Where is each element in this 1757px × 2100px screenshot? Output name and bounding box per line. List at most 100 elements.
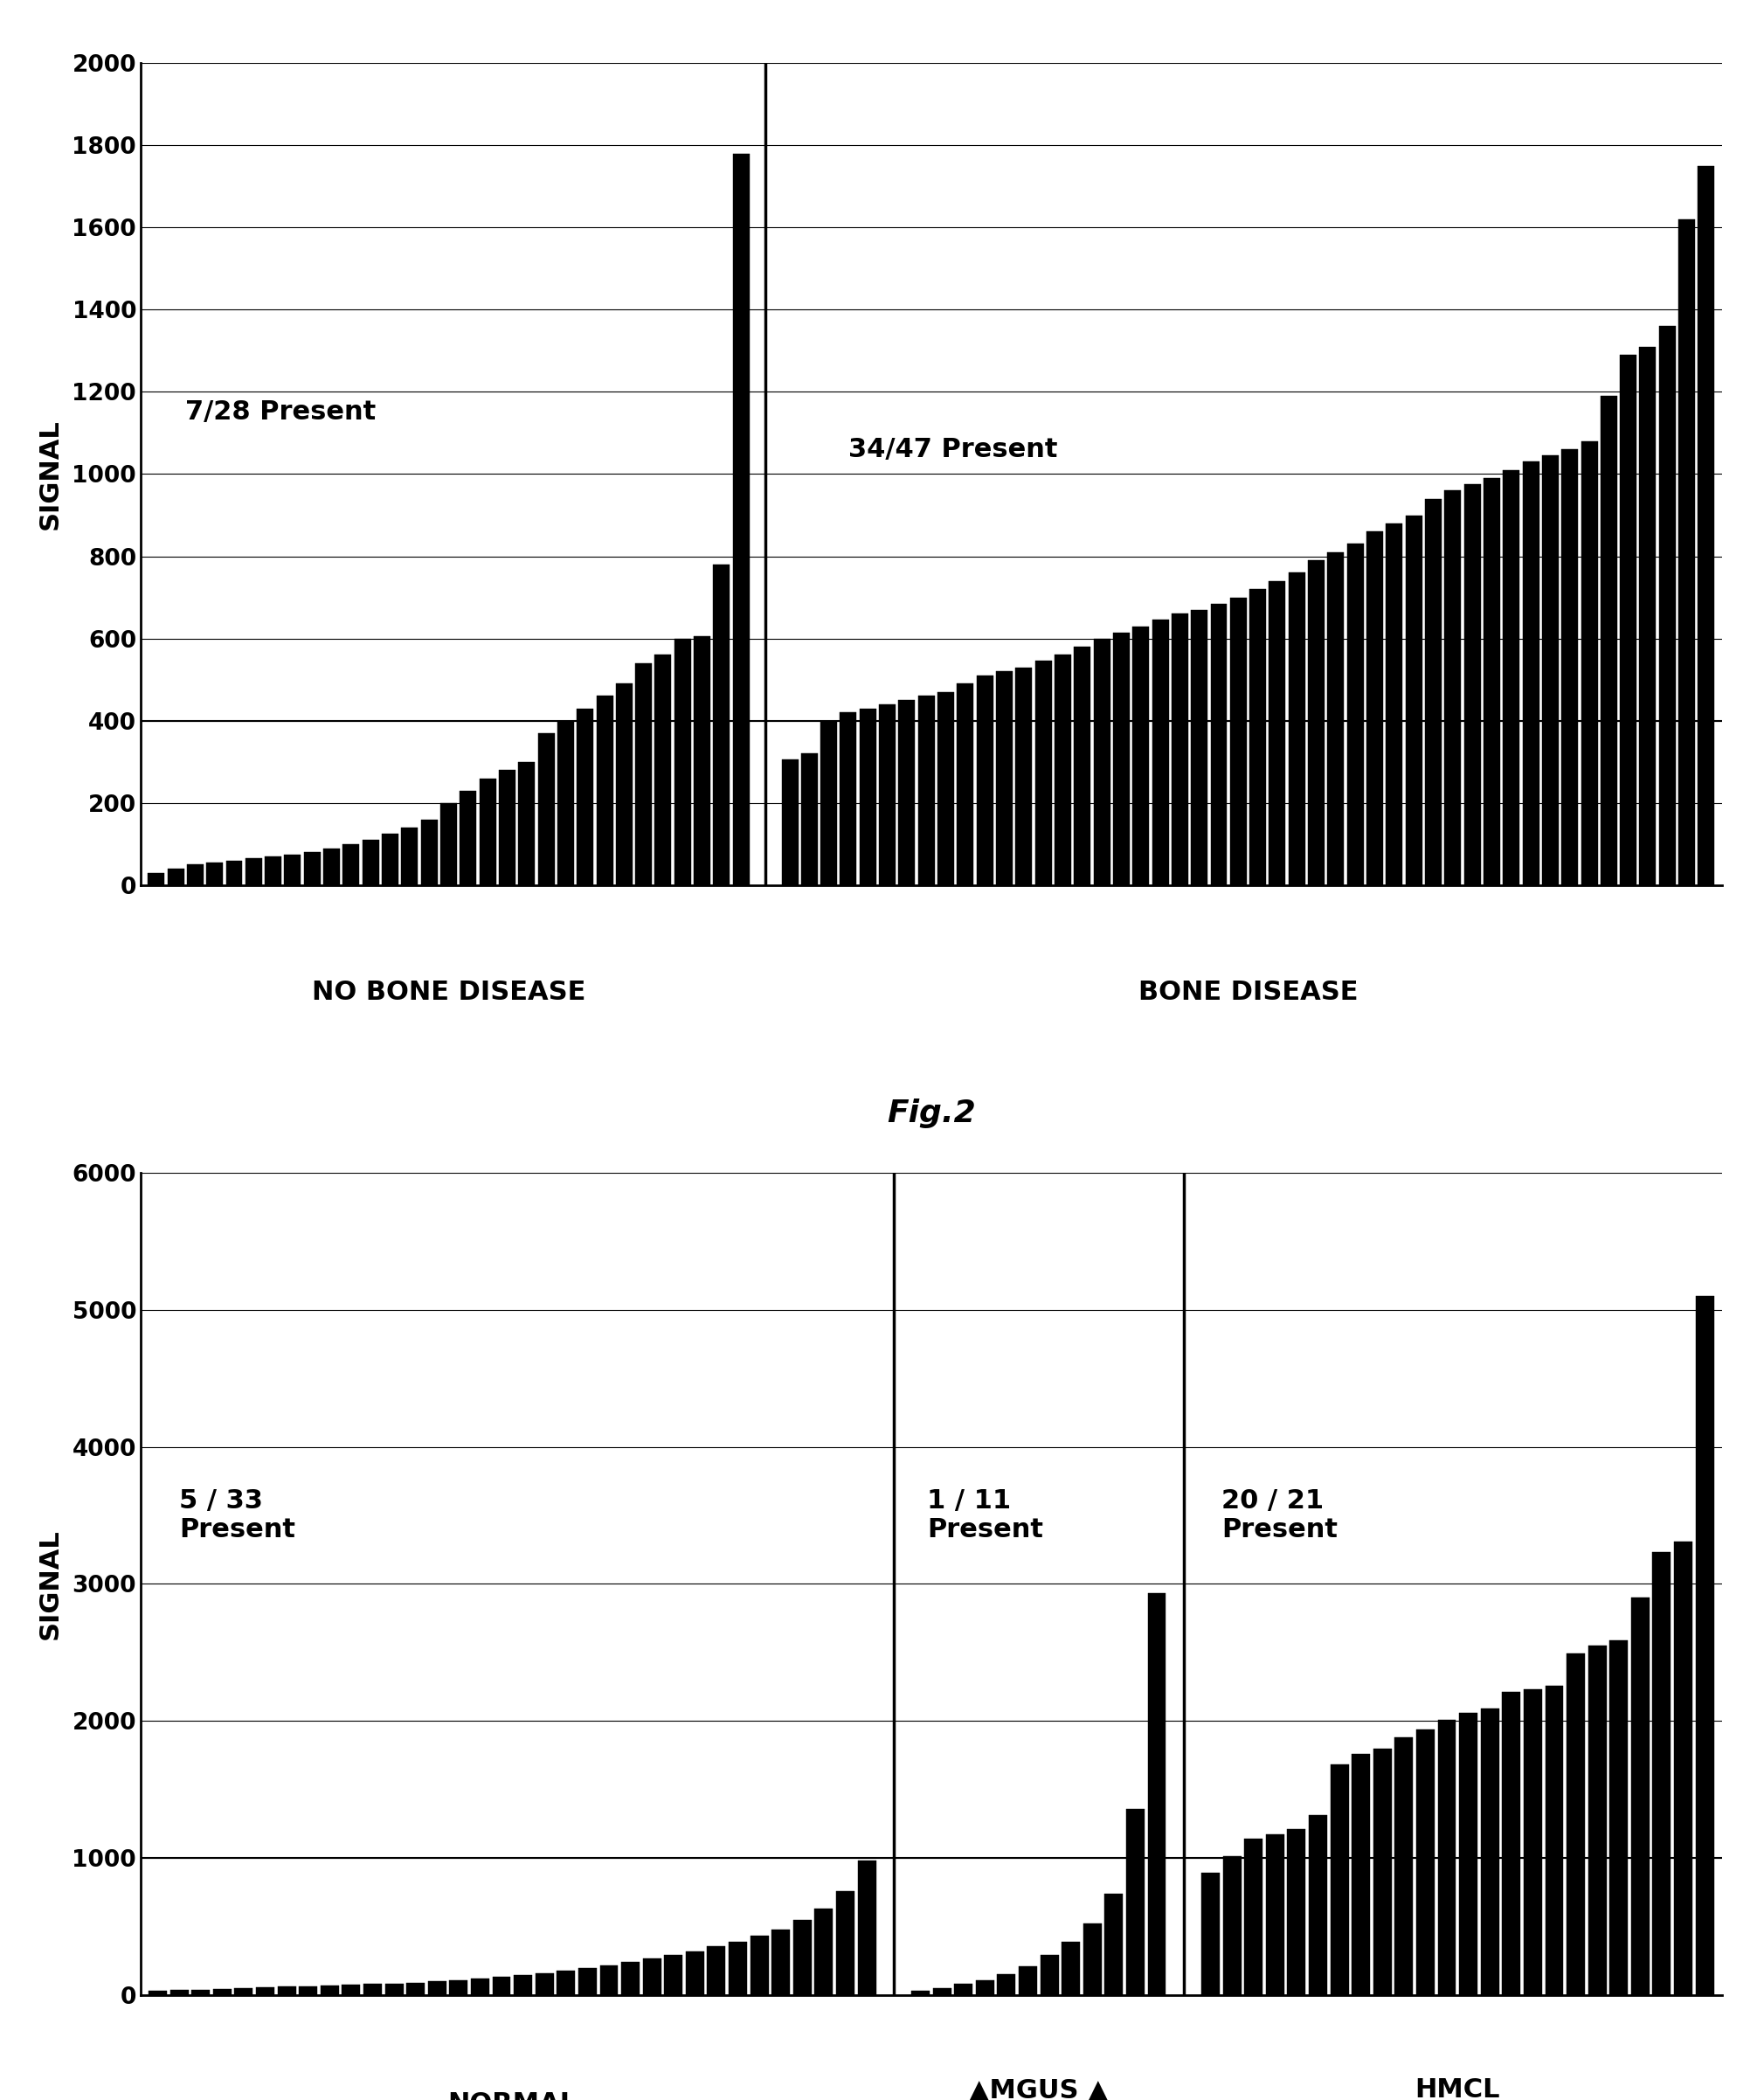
Bar [429,1980,446,1995]
Bar [246,859,262,884]
Bar [1147,1594,1167,1995]
Bar [771,1930,791,1995]
Bar [1269,582,1286,884]
Bar [1481,1709,1499,1995]
Bar [1639,346,1657,884]
Bar [782,760,798,884]
Bar [1249,590,1267,884]
Bar [1133,626,1149,884]
Bar [1288,573,1305,884]
Bar [664,1955,682,1995]
Bar [912,1991,929,1995]
Bar [1437,1720,1457,1995]
Bar [1084,1924,1102,1995]
Bar [1328,552,1344,884]
Text: Fig.2: Fig.2 [887,1098,975,1128]
Bar [801,754,817,884]
Bar [1172,613,1188,884]
Bar [557,720,575,884]
Bar [518,762,534,884]
Bar [655,655,671,884]
Bar [1244,1840,1263,1995]
Bar [1581,441,1597,884]
Bar [206,863,223,884]
Bar [815,1909,833,1995]
Bar [836,1890,854,1995]
Bar [615,685,633,884]
Bar [1061,1943,1081,1995]
Bar [1620,355,1636,884]
Bar [859,708,877,884]
Bar [471,1978,488,1995]
Bar [1464,485,1481,884]
Bar [1523,1688,1543,1995]
Bar [1562,449,1578,884]
Text: ▲MGUS ▲: ▲MGUS ▲ [968,2077,1109,2100]
Bar [1697,166,1715,884]
Bar [1659,326,1676,884]
Bar [878,704,896,884]
Bar [708,1947,726,1995]
Bar [1309,1816,1327,1995]
Bar [538,733,555,884]
Bar [170,1991,188,1995]
Bar [958,685,973,884]
Bar [1265,1835,1284,1995]
Bar [1395,1737,1413,1995]
Bar [1653,1552,1671,1995]
Bar [480,779,495,884]
Bar [1374,1749,1392,1995]
Bar [998,1974,1016,1995]
Bar [450,1980,467,1995]
Bar [977,676,993,884]
Bar [1202,1873,1219,1995]
Bar [578,1968,597,1995]
Bar [1288,1829,1305,1995]
Bar [1609,1640,1629,1995]
Bar [278,1987,295,1995]
Text: 5 / 33
Present: 5 / 33 Present [179,1489,295,1544]
Bar [713,565,729,884]
Bar [1502,1693,1520,1995]
Bar [1460,1714,1478,1995]
Bar [441,802,457,884]
Bar [938,691,954,884]
Bar [1630,1598,1650,1995]
Bar [1425,498,1441,884]
Y-axis label: SIGNAL: SIGNAL [37,418,61,529]
Bar [1502,470,1520,884]
Bar [265,857,281,884]
Bar [694,636,710,884]
Bar [406,1982,425,1995]
Bar [304,853,320,884]
Bar [599,1966,618,1995]
Bar [1444,491,1462,884]
Bar [1696,1296,1713,1995]
Bar [675,638,691,884]
Bar [492,1978,511,1995]
Bar [1567,1655,1585,1995]
Bar [733,153,750,884]
Bar [792,1919,812,1995]
Bar [1307,561,1325,884]
Bar [840,712,857,884]
Bar [149,1991,167,1995]
Bar [186,865,204,884]
Bar [1367,531,1383,884]
Bar [1126,1808,1144,1995]
Bar [364,1984,381,1995]
Bar [234,1989,253,1995]
Text: NORMAL
PLASMA CELLS: NORMAL PLASMA CELLS [401,2092,624,2100]
Bar [622,1961,640,1995]
Text: BONE DISEASE: BONE DISEASE [1139,981,1358,1006]
Text: NO BONE DISEASE: NO BONE DISEASE [311,981,585,1006]
Bar [499,771,515,884]
Bar [557,1972,575,1995]
Bar [227,861,242,884]
Bar [919,695,935,884]
Bar [167,869,184,884]
Bar [1211,603,1226,884]
Bar [1191,609,1207,884]
Bar [192,1989,209,1995]
Bar [148,874,165,884]
